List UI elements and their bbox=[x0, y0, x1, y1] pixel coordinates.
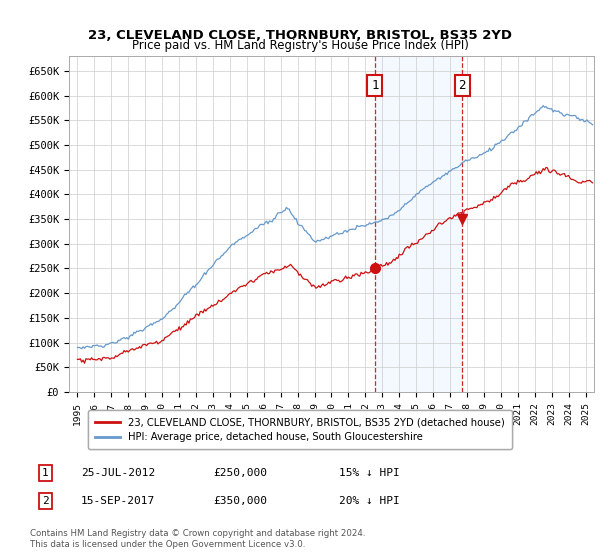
Legend: 23, CLEVELAND CLOSE, THORNBURY, BRISTOL, BS35 2YD (detached house), HPI: Average: 23, CLEVELAND CLOSE, THORNBURY, BRISTOL,… bbox=[88, 410, 512, 449]
Text: 20% ↓ HPI: 20% ↓ HPI bbox=[339, 496, 400, 506]
Text: 2: 2 bbox=[42, 496, 49, 506]
Text: Contains HM Land Registry data © Crown copyright and database right 2024.
This d: Contains HM Land Registry data © Crown c… bbox=[30, 529, 365, 549]
Text: 1: 1 bbox=[371, 79, 379, 92]
Text: 2: 2 bbox=[458, 79, 466, 92]
Text: 23, CLEVELAND CLOSE, THORNBURY, BRISTOL, BS35 2YD: 23, CLEVELAND CLOSE, THORNBURY, BRISTOL,… bbox=[88, 29, 512, 42]
Text: Price paid vs. HM Land Registry's House Price Index (HPI): Price paid vs. HM Land Registry's House … bbox=[131, 39, 469, 52]
Text: 15% ↓ HPI: 15% ↓ HPI bbox=[339, 468, 400, 478]
Text: £350,000: £350,000 bbox=[213, 496, 267, 506]
Text: 25-JUL-2012: 25-JUL-2012 bbox=[81, 468, 155, 478]
Text: 1: 1 bbox=[42, 468, 49, 478]
Bar bbox=[375, 56, 462, 392]
Text: 15-SEP-2017: 15-SEP-2017 bbox=[81, 496, 155, 506]
Text: £250,000: £250,000 bbox=[213, 468, 267, 478]
